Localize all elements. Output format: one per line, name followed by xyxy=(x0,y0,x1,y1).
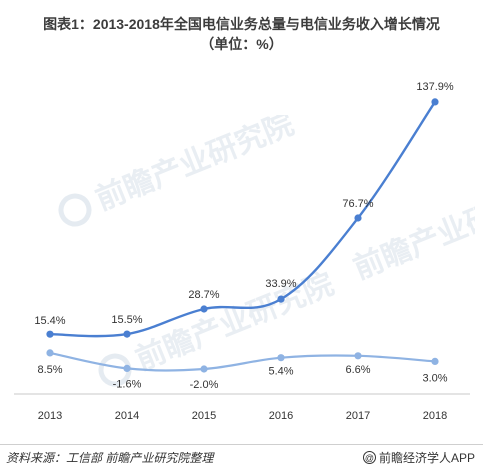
chart-unit-subtitle: （单位：%） xyxy=(200,36,283,52)
series-1-point-2017 xyxy=(354,214,362,222)
x-tick-label-2013: 2013 xyxy=(38,410,62,422)
series-1-label-2013: 15.4% xyxy=(34,315,65,327)
series-1-point-2018 xyxy=(431,98,439,106)
credit-text: 前瞻经济学人APP xyxy=(378,451,475,465)
series-layer: 15.4% 15.5% 28.7% 33.9% 76.7% 137.9% 8.5% -1.6%… xyxy=(34,81,453,391)
series-1-label-2016: 33.9% xyxy=(265,278,296,290)
series-1-label-2017: 76.7% xyxy=(342,198,373,210)
x-tick-labels: 2013 2014 2015 2016 2017 2018 xyxy=(38,410,447,422)
series-2-label-2015: -2.0% xyxy=(190,379,219,391)
series-2-label-2013: 8.5% xyxy=(37,364,62,376)
series-2-point-2018 xyxy=(431,357,439,365)
x-tick-label-2017: 2017 xyxy=(346,410,370,422)
credit-note: @ 前瞻经济学人APP xyxy=(362,449,475,466)
series-2-label-2014: -1.6% xyxy=(113,378,142,390)
x-tick-label-2015: 2015 xyxy=(192,410,216,422)
series-line-1 xyxy=(49,101,436,338)
x-tick-label-2014: 2014 xyxy=(115,410,139,422)
series-1-point-2014 xyxy=(123,330,131,338)
series-1-point-2013 xyxy=(46,330,54,338)
series-1-point-2015 xyxy=(200,305,208,313)
series-1-point-2016 xyxy=(277,295,285,303)
series-1-label-2015: 28.7% xyxy=(188,289,219,301)
series-2-point-2017 xyxy=(354,352,362,360)
series-1-label-2018: 137.9% xyxy=(416,81,454,93)
series-2-point-2016 xyxy=(277,354,285,362)
source-note: 资料来源：工信部 前瞻产业研究院整理 xyxy=(6,451,214,465)
series-2-label-2018: 3.0% xyxy=(422,372,447,384)
series-2-point-2013 xyxy=(46,349,54,357)
series-2-point-2015 xyxy=(200,365,208,373)
at-sign-icon: @ xyxy=(362,451,376,464)
series-1-label-2014: 15.5% xyxy=(111,314,142,326)
chart-title: 图表1：2013-2018年全国电信业务总量与电信业务收入增长情况 xyxy=(43,16,440,32)
x-tick-label-2016: 2016 xyxy=(269,410,293,422)
series-2-label-2017: 6.6% xyxy=(345,364,370,376)
footer-divider xyxy=(0,444,483,445)
x-tick-label-2018: 2018 xyxy=(423,410,447,422)
series-line-2 xyxy=(49,351,436,372)
series-2-point-2014 xyxy=(123,364,131,372)
series-2-label-2016: 5.4% xyxy=(268,366,293,378)
